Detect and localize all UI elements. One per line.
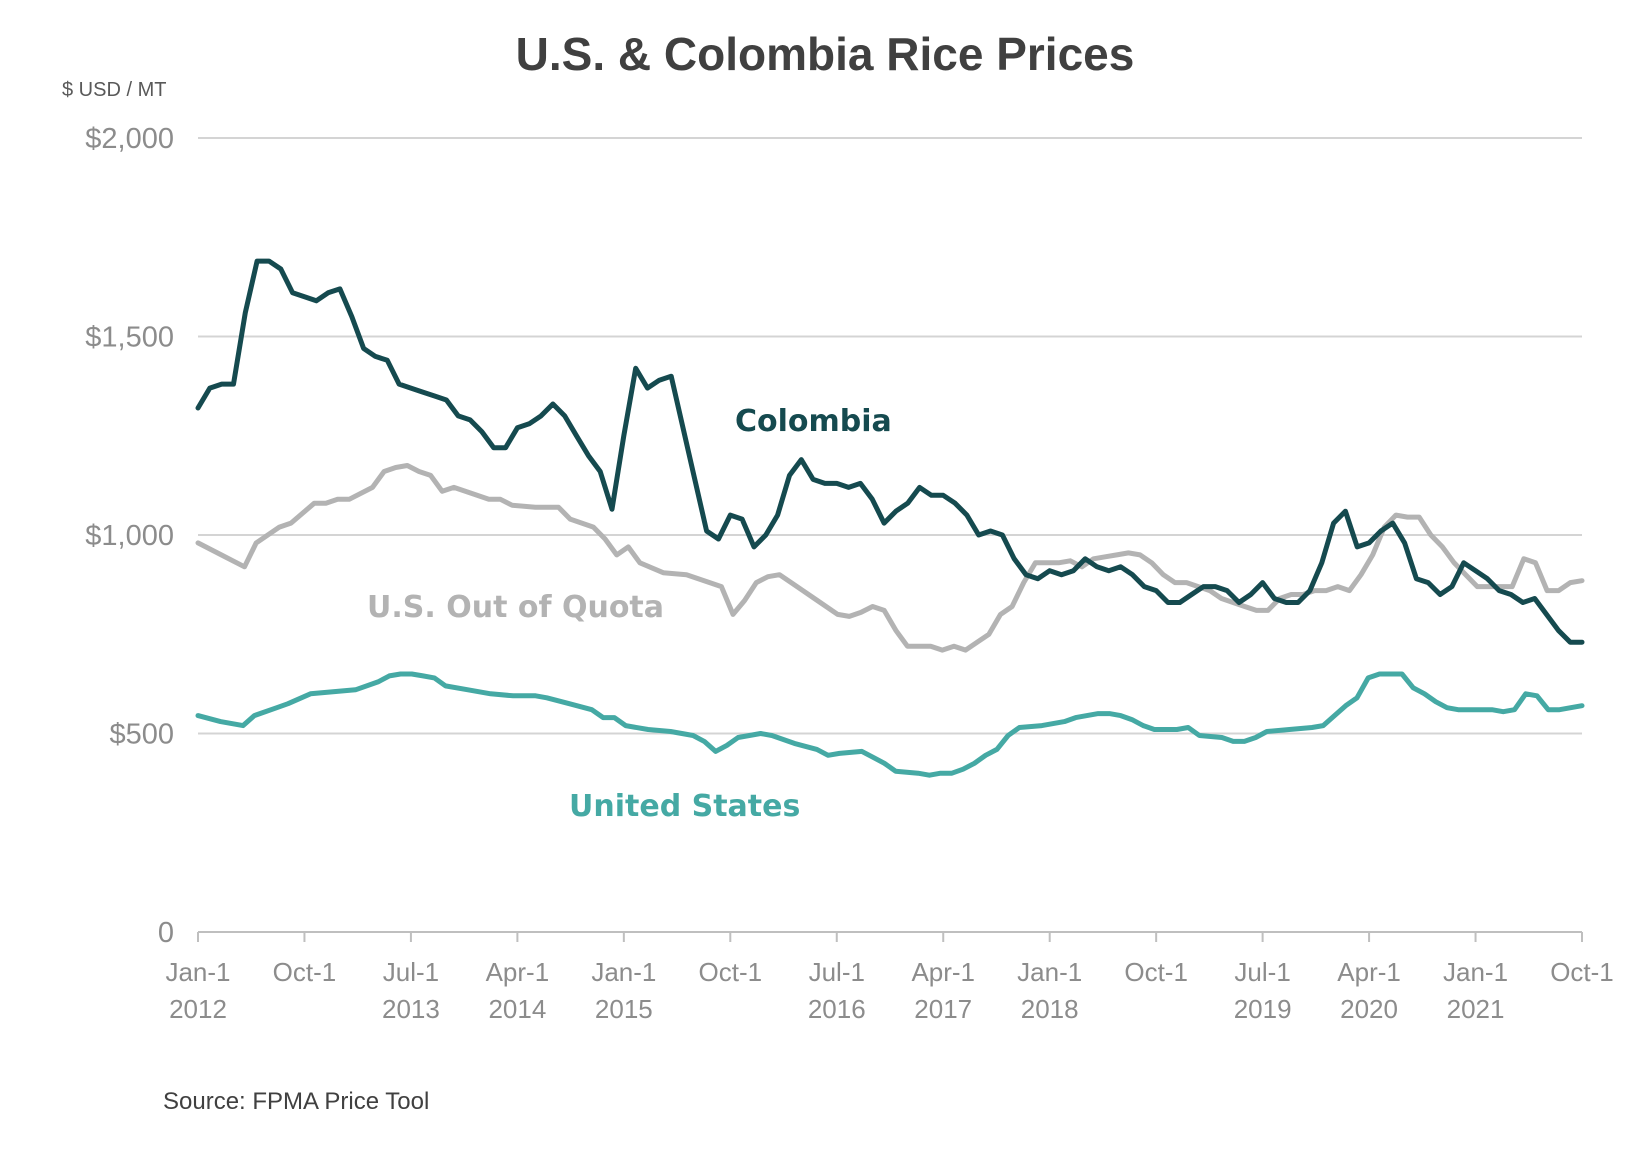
x-tick-year-label: 2018 — [1021, 994, 1079, 1024]
x-tick-label: Jan-1 — [1443, 957, 1508, 987]
series-lines — [195, 258, 1585, 778]
x-tick-year-label: 2019 — [1234, 994, 1292, 1024]
y-tick-label: 0 — [158, 917, 174, 949]
x-tick-year-label: 2020 — [1340, 994, 1398, 1024]
y-tick-label: $1,500 — [85, 322, 174, 354]
x-tick-label: Jul-1 — [809, 957, 865, 987]
y-axis-unit-label: $ USD / MT — [62, 79, 166, 101]
united-states-series-label: United States — [569, 789, 800, 824]
x-tick-year-label: 2021 — [1447, 994, 1505, 1024]
y-tick-label: $2,000 — [85, 123, 174, 155]
source-note: Source: FPMA Price Tool — [163, 1088, 429, 1115]
x-tick-year-label: 2012 — [169, 994, 227, 1024]
y-tick-label: $500 — [109, 719, 174, 751]
x-tick-label: Jan-1 — [1017, 957, 1082, 987]
x-axis-ticks: Jan-1 2012 Oct-1 Jul-1 2013 Apr-1 2014 Jan-1 201… — [165, 932, 1614, 1024]
x-tick-label: Jul-1 — [1234, 957, 1290, 987]
chart-title: U.S. & Colombia Rice Prices — [516, 28, 1135, 80]
x-tick-label: Jan-1 — [591, 957, 656, 987]
u-s-out-of-quota-series-line — [195, 463, 1585, 653]
y-tick-label: $1,000 — [85, 520, 174, 552]
colombia-series-label: Colombia — [735, 404, 892, 439]
x-tick-label: Jul-1 — [383, 957, 439, 987]
x-tick-label: Apr-1 — [1337, 957, 1401, 987]
us-out-of-quota-series-label: U.S. Out of Quota — [367, 590, 664, 625]
x-tick-label: Apr-1 — [911, 957, 975, 987]
y-axis-ticks: 0 $500 $1,000 $1,500 $2,000 — [85, 123, 174, 949]
x-tick-label: Oct-1 — [699, 957, 763, 987]
united-states-series-line — [195, 671, 1585, 778]
x-tick-year-label: 2017 — [914, 994, 972, 1024]
x-tick-year-label: 2014 — [488, 994, 546, 1024]
x-tick-label: Oct-1 — [1550, 957, 1614, 987]
x-tick-label: Oct-1 — [273, 957, 337, 987]
x-tick-label: Apr-1 — [486, 957, 550, 987]
x-tick-year-label: 2013 — [382, 994, 440, 1024]
x-tick-year-label: 2016 — [808, 994, 866, 1024]
colombia-series-line — [195, 258, 1585, 645]
x-tick-label: Jan-1 — [165, 957, 230, 987]
x-tick-label: Oct-1 — [1124, 957, 1188, 987]
x-tick-year-label: 2015 — [595, 994, 653, 1024]
